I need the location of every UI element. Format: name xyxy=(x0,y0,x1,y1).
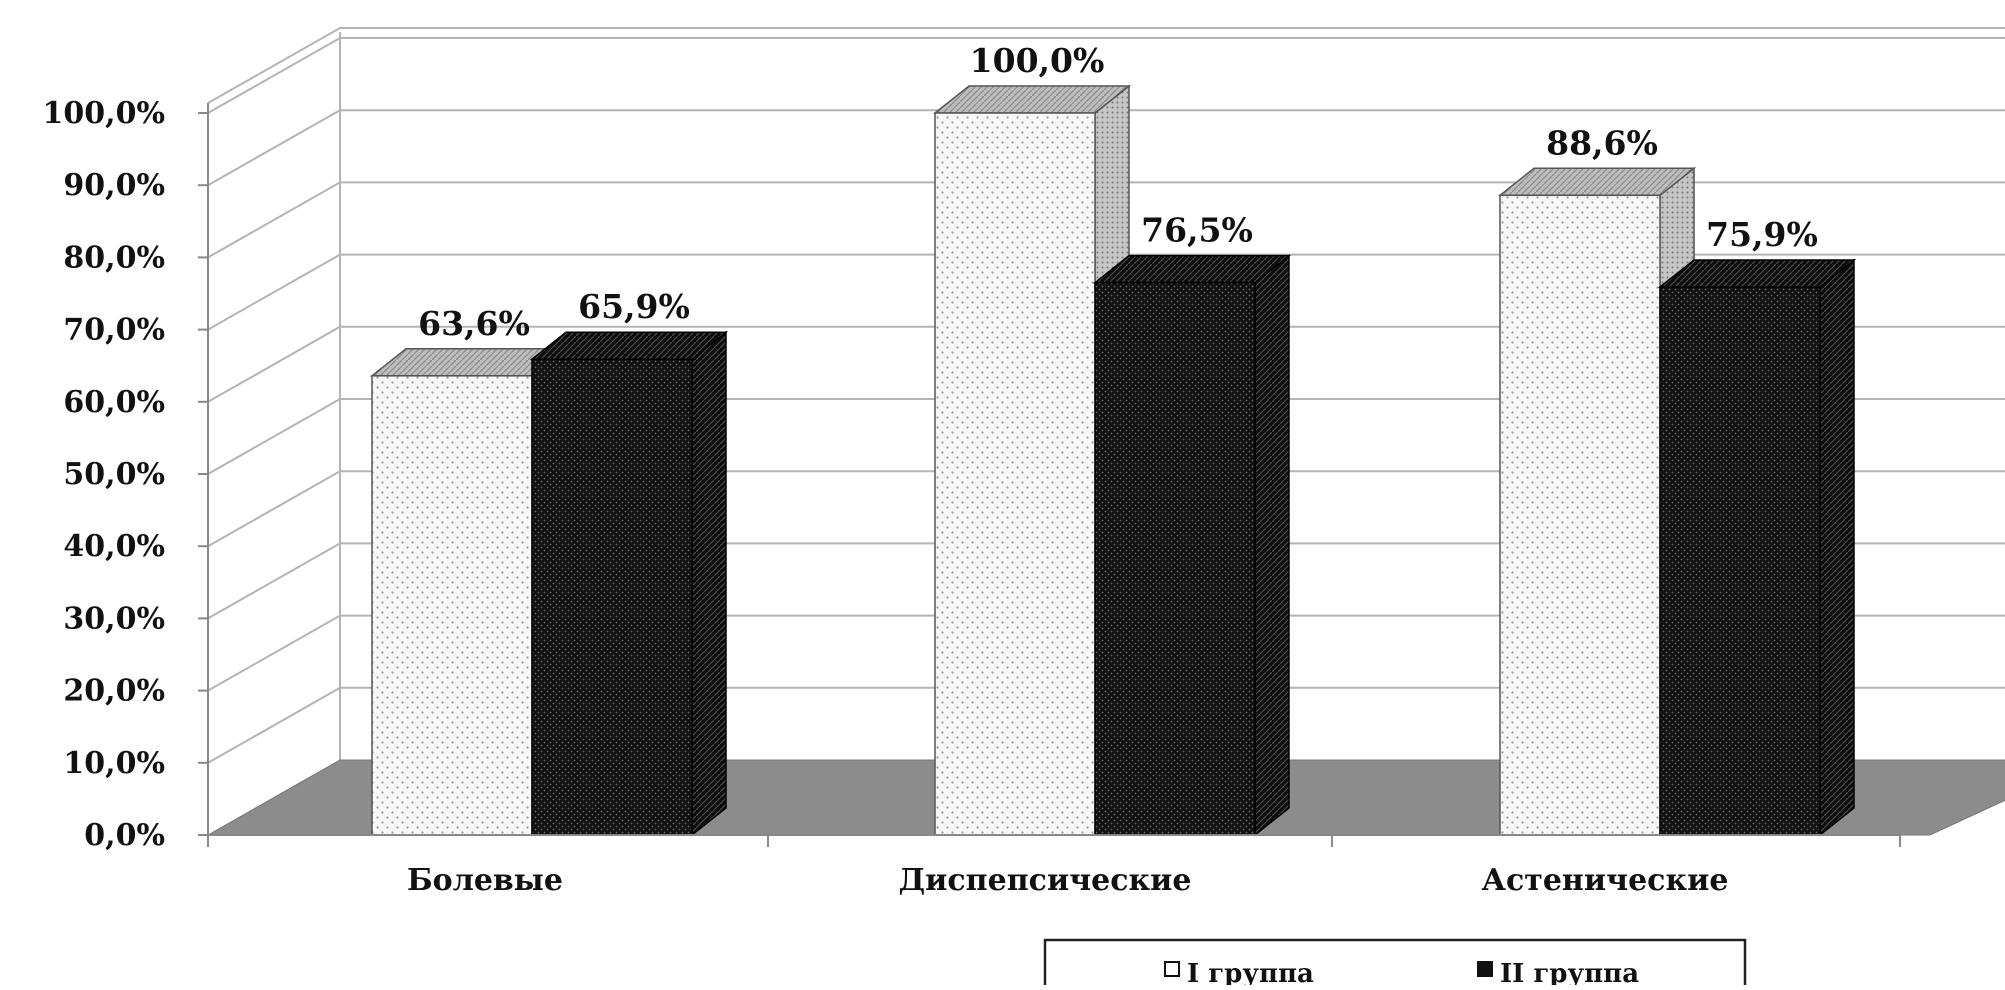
legend-label: I группа xyxy=(1187,959,1314,985)
x-category-label: Диспепсические xyxy=(898,863,1191,898)
bar-top xyxy=(1092,254,1292,284)
y-tick-label: 30,0% xyxy=(63,601,165,636)
y-tick-label: 80,0% xyxy=(63,240,165,275)
legend-swatch xyxy=(1164,961,1180,977)
y-tick-label: 100,0% xyxy=(43,96,165,131)
y-tick-label: 60,0% xyxy=(63,385,165,420)
bar-top xyxy=(1657,259,1857,288)
y-tick-label: 0,0% xyxy=(84,818,165,853)
gridline xyxy=(207,686,2005,764)
gridline xyxy=(207,614,2005,692)
bar xyxy=(529,330,729,837)
bar-front xyxy=(531,358,693,836)
chart-walls xyxy=(207,27,2005,764)
x-category-label: Болевые xyxy=(407,863,563,898)
y-tick-label: 50,0% xyxy=(63,457,165,492)
bar xyxy=(1092,254,1292,837)
bar-side xyxy=(1254,254,1290,837)
x-axis: Болевые Диспепсические Астенические xyxy=(207,834,1901,898)
gridline xyxy=(207,253,2005,331)
gridline xyxy=(207,109,2005,187)
data-label: 63,6% xyxy=(418,304,530,343)
bar-front xyxy=(371,375,533,836)
data-label: 65,9% xyxy=(578,287,690,326)
data-label: 88,6% xyxy=(1546,123,1658,162)
y-tick-label: 40,0% xyxy=(63,529,165,564)
bar xyxy=(1657,258,1857,837)
bar-top xyxy=(529,331,729,360)
data-label: 76,5% xyxy=(1141,211,1253,250)
legend-box xyxy=(1043,938,1747,990)
gridline xyxy=(207,325,2005,403)
legend-swatch xyxy=(1477,961,1493,977)
y-tick-label: 10,0% xyxy=(63,746,165,781)
gridline xyxy=(207,398,2005,475)
bar-top xyxy=(932,85,1132,114)
gridline xyxy=(207,37,2005,114)
y-tick-label: 70,0% xyxy=(63,313,165,348)
legend: I группа II группа xyxy=(1043,938,1747,990)
legend-label: II группа xyxy=(1500,959,1639,985)
bar-side xyxy=(691,330,727,837)
y-axis: 0,0% 10,0% 20,0% 30,0% 40,0% 50,0% 60,0% 70,0% 8… xyxy=(43,96,209,853)
gridline xyxy=(207,181,2005,259)
bar-front xyxy=(1659,286,1821,836)
data-label: 100,0% xyxy=(970,41,1105,80)
y-tick-label: 20,0% xyxy=(63,674,165,709)
bars-group: 63,6% 65,9% 100,0% 76,5% 88,6% 75,9% xyxy=(369,41,1857,837)
bar-front xyxy=(1094,281,1256,836)
bar-top xyxy=(1497,167,1697,197)
gridline xyxy=(207,542,2005,620)
bar-front xyxy=(934,112,1096,836)
data-label: 75,9% xyxy=(1706,215,1818,254)
y-tick-label: 90,0% xyxy=(63,168,165,203)
gridline xyxy=(207,470,2005,548)
x-category-label: Астенические xyxy=(1482,863,1729,898)
bar-side xyxy=(1819,258,1855,837)
bar-front xyxy=(1499,194,1661,836)
wall-top-edge xyxy=(207,27,2005,104)
